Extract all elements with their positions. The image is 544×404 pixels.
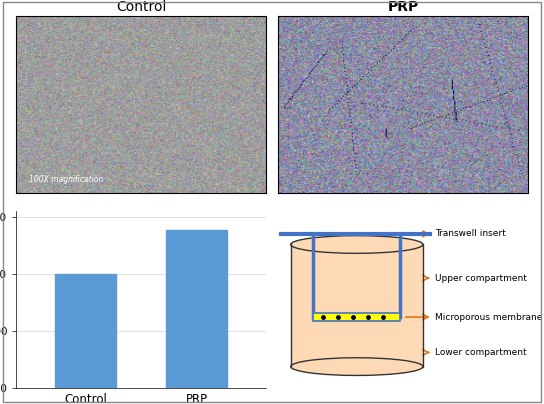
Ellipse shape [290,358,423,375]
Text: Upper compartment: Upper compartment [435,274,527,283]
Ellipse shape [290,236,423,253]
Bar [313,313,400,321]
Text: Lower compartment: Lower compartment [435,348,527,357]
Title: Control: Control [116,0,166,14]
Bar [290,244,423,366]
Bar [55,274,116,388]
Text: Transwell insert: Transwell insert [435,229,506,238]
Text: 100X magnification: 100X magnification [29,175,103,184]
Title: PRP: PRP [387,0,418,14]
Bar [166,230,227,388]
Text: Microporous membrane: Microporous membrane [435,313,543,322]
